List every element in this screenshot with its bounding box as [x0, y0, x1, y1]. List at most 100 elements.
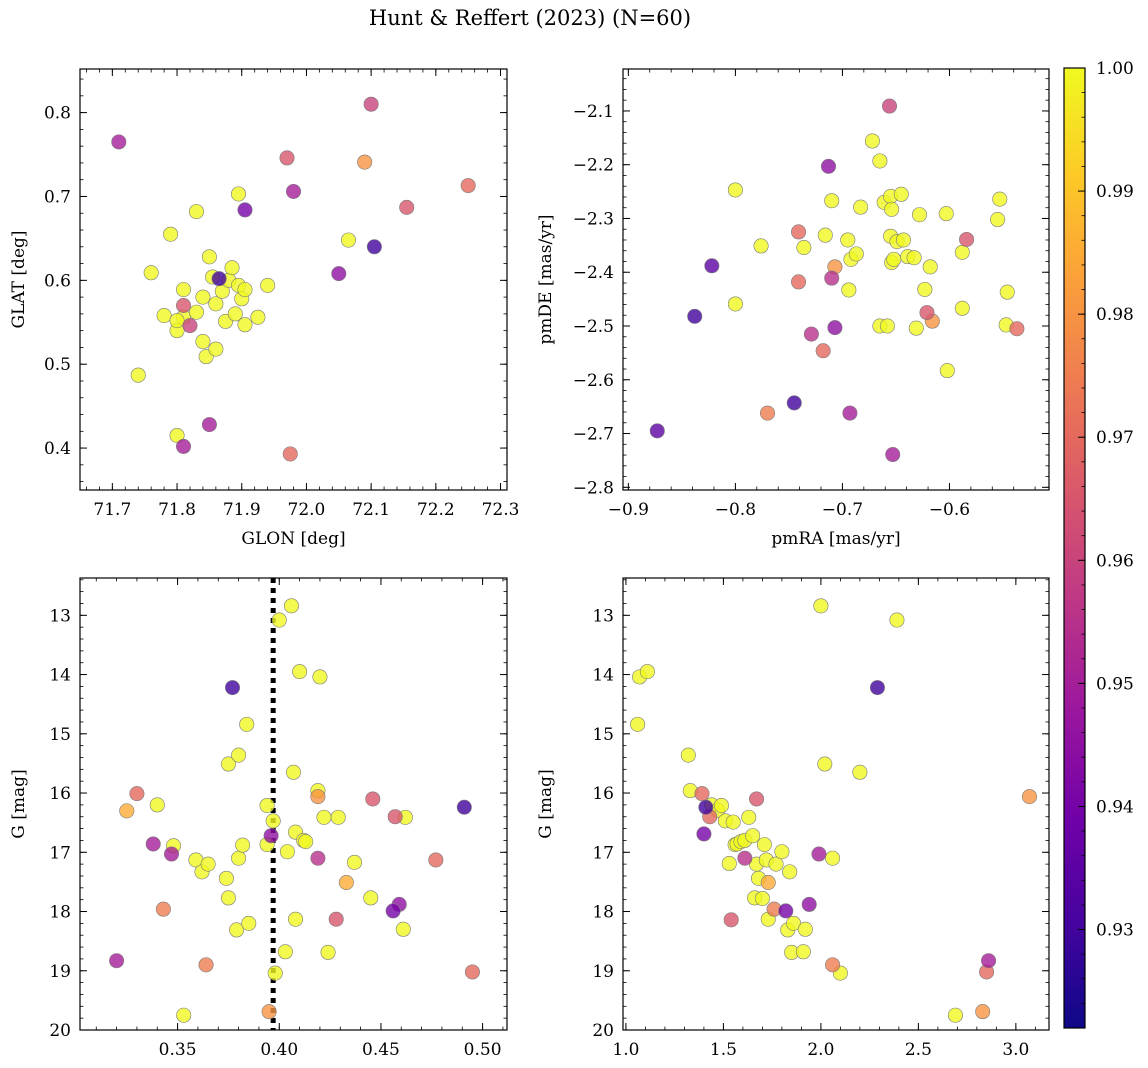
x-tick-label: 0.45 [362, 1040, 400, 1060]
y-tick-label: 0.7 [44, 187, 71, 207]
scatter-point [237, 317, 253, 333]
scatter-point [143, 265, 159, 281]
y-tick-label: 17 [592, 843, 614, 863]
scatter-point [279, 150, 295, 166]
scatter-point [363, 890, 379, 906]
x-axis-label: pmRA [mas/yr] [771, 529, 900, 549]
scatter-point [886, 251, 902, 267]
scatter-point [824, 270, 840, 286]
y-tick-label: −2.1 [573, 102, 614, 122]
scatter-point [947, 1007, 963, 1023]
scatter-point [893, 186, 909, 202]
scatter-point [195, 289, 211, 305]
scatter-point [727, 182, 743, 198]
scatter-point [310, 789, 326, 805]
x-tick-label: 72.1 [352, 500, 390, 520]
scatter-point [456, 799, 472, 815]
scatter-point [639, 664, 655, 680]
y-axis-label: G [mag] [9, 769, 29, 838]
scatter-point [841, 282, 857, 298]
scatter-point [864, 133, 880, 149]
scatter-point [460, 178, 476, 194]
scatter-point [852, 764, 868, 780]
scatter-point [310, 850, 326, 866]
colorbar-gradient [1063, 67, 1086, 1029]
scatter-point [895, 232, 911, 248]
scatter-point [842, 405, 858, 421]
scatter-point [791, 224, 807, 240]
scatter-point [815, 343, 831, 359]
plot-area [79, 68, 508, 491]
scatter-point [119, 803, 135, 819]
scatter-point [182, 318, 198, 334]
y-tick-label: 15 [592, 725, 614, 745]
scatter-point [385, 903, 401, 919]
y-tick-label: 0.6 [44, 271, 71, 291]
scatter-point [825, 957, 841, 973]
scatter-point [237, 202, 253, 218]
scatter-point [316, 809, 332, 825]
scatter-point [231, 850, 247, 866]
scatter-point [164, 846, 180, 862]
scatter-point [231, 186, 247, 202]
x-tick-label: 72.0 [288, 500, 326, 520]
scatter-point [791, 274, 807, 290]
y-tick-label: 14 [592, 666, 614, 686]
y-tick-label: 16 [49, 784, 71, 804]
scatter-point [727, 296, 743, 312]
y-tick-label: −2.6 [573, 371, 614, 391]
y-tick-label: −2.7 [573, 425, 614, 445]
scatter-point [277, 944, 293, 960]
scatter-point [725, 814, 741, 830]
scatter-point [176, 438, 192, 454]
scatter-point [241, 915, 257, 931]
colorbar-tick-label: 0.94 [1096, 797, 1134, 817]
scatter-point [111, 134, 127, 150]
scatter-point [999, 284, 1015, 300]
y-tick-label: 0.8 [44, 104, 71, 124]
scatter-points [111, 96, 476, 462]
scatter-point [911, 207, 927, 223]
scatter-point [759, 405, 775, 421]
scatter-point [745, 828, 761, 844]
plot-area [79, 577, 508, 1031]
panel-pmra-pmde: −0.9 −0.8 −0.7 −0.6 −2.8 −2.7 −2.6 −2.5 −2.4 −2.3… [536, 68, 1050, 549]
scatter-point [340, 232, 356, 248]
scatter-point [176, 297, 192, 313]
scatter-point [346, 854, 362, 870]
scatter-point [235, 837, 251, 853]
scatter-point [882, 98, 898, 114]
scatter-point [155, 901, 171, 917]
scatter-point [840, 232, 856, 248]
scatter-point [778, 903, 794, 919]
scatter-point [698, 799, 714, 815]
scatter-point [225, 680, 241, 696]
scatter-point [797, 921, 813, 937]
scatter-point [279, 844, 295, 860]
scatter-point [188, 204, 204, 220]
colorbar-tick-label: 0.98 [1096, 305, 1134, 325]
scatter-point [848, 246, 864, 262]
scatter-point [687, 308, 703, 324]
scatter-points [649, 98, 1025, 463]
x-tick-label: 71.8 [158, 500, 196, 520]
scatter-point [908, 320, 924, 336]
scatter-point [824, 193, 840, 209]
scatter-point [176, 282, 192, 298]
y-tick-label: 19 [49, 962, 71, 982]
colorbar-tick-label: 0.93 [1096, 921, 1134, 941]
scatter-point [298, 834, 314, 850]
scatter-point [954, 244, 970, 260]
scatter-point [959, 231, 975, 247]
y-tick-label: 20 [592, 1021, 614, 1041]
x-tick-label: 72.2 [417, 500, 455, 520]
x-tick-label: −0.9 [608, 500, 649, 520]
scatter-point [366, 239, 382, 255]
scatter-point [387, 809, 403, 825]
y-tick-label: 15 [49, 725, 71, 745]
y-tick-label: 18 [49, 903, 71, 923]
x-tick-label: 3.0 [1002, 1040, 1029, 1060]
scatter-point [229, 922, 245, 938]
scatter-point [786, 395, 802, 411]
